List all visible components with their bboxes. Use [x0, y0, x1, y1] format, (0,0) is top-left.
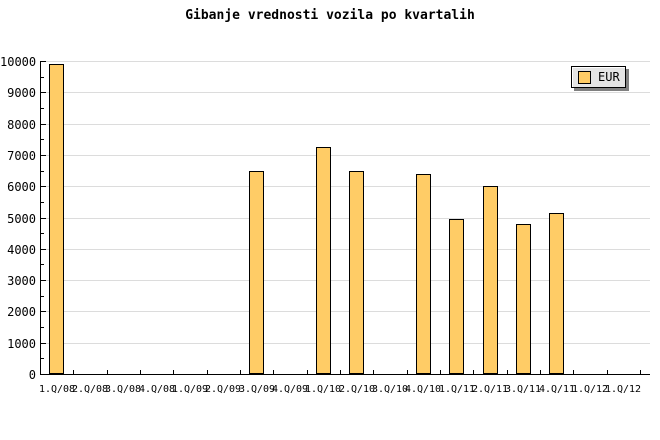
- x-tick-label: 4.Q/09: [271, 384, 309, 395]
- x-tick-label: 3.Q/11: [504, 384, 542, 395]
- x-tick: [140, 370, 141, 374]
- x-tick-label: 3.Q/10: [371, 384, 409, 395]
- bar: [549, 213, 564, 374]
- y-major-tick: [41, 218, 46, 219]
- x-tick-label: 1.Q/11: [438, 384, 476, 395]
- gridline: [41, 249, 650, 250]
- bar: [49, 64, 64, 374]
- y-tick-label: 9000: [7, 86, 36, 100]
- y-major-tick: [41, 155, 46, 156]
- x-tick: [607, 370, 608, 374]
- gridline: [41, 92, 650, 93]
- gridline: [41, 61, 650, 62]
- x-tick-label: 4.Q/10: [404, 384, 442, 395]
- y-tick-label: 10000: [0, 55, 37, 69]
- x-tick: [373, 370, 374, 374]
- y-tick-label: 8000: [7, 118, 36, 132]
- legend-box: EUR: [571, 66, 626, 88]
- x-axis: [40, 374, 650, 375]
- y-minor-tick: [41, 108, 44, 109]
- gridline: [41, 280, 650, 281]
- x-tick-label: 1.Q/10: [304, 384, 342, 395]
- x-tick: [640, 370, 641, 374]
- x-tick: [273, 370, 274, 374]
- y-major-tick: [41, 61, 46, 62]
- y-tick-label: 0: [28, 368, 36, 382]
- x-tick: [540, 370, 541, 374]
- x-tick: [307, 370, 308, 374]
- x-tick: [473, 370, 474, 374]
- y-major-tick: [41, 186, 46, 187]
- x-tick: [207, 370, 208, 374]
- chart-title: Gibanje vrednosti vozila po kvartalih: [185, 8, 475, 23]
- x-tick: [507, 370, 508, 374]
- x-tick-label: 4.Q/08: [138, 384, 176, 395]
- y-minor-tick: [41, 171, 44, 172]
- x-tick: [40, 370, 41, 374]
- x-tick: [340, 370, 341, 374]
- y-tick-label: 7000: [7, 149, 36, 163]
- y-tick-label: 2000: [7, 305, 36, 319]
- x-tick-label: 1.Q/09: [171, 384, 209, 395]
- gridline: [41, 186, 650, 187]
- y-major-tick: [41, 249, 46, 250]
- bar: [516, 224, 531, 374]
- bar: [316, 147, 331, 374]
- y-minor-tick: [41, 139, 44, 140]
- x-tick: [573, 370, 574, 374]
- y-minor-tick: [41, 233, 44, 234]
- y-axis: [40, 61, 41, 375]
- bar: [349, 171, 364, 374]
- x-tick: [107, 370, 108, 374]
- gridline: [41, 218, 650, 219]
- y-minor-tick: [41, 264, 44, 265]
- y-minor-tick: [41, 327, 44, 328]
- y-major-tick: [41, 311, 46, 312]
- y-tick-label: 4000: [7, 243, 36, 257]
- bar: [249, 171, 264, 374]
- y-major-tick: [41, 343, 46, 344]
- x-tick: [240, 370, 241, 374]
- y-minor-tick: [41, 202, 44, 203]
- gridline: [41, 155, 650, 156]
- y-minor-tick: [41, 77, 44, 78]
- x-tick-label: 2.Q/09: [204, 384, 242, 395]
- legend-swatch-eur: [578, 70, 591, 84]
- x-tick-label: 3.Q/09: [238, 384, 276, 395]
- y-major-tick: [41, 374, 46, 375]
- x-tick: [173, 370, 174, 374]
- bar: [449, 219, 464, 374]
- x-tick: [73, 370, 74, 374]
- y-tick-label: 3000: [7, 274, 36, 288]
- x-tick-label: 1.Q/12: [571, 384, 609, 395]
- x-tick-label: 2.Q/10: [338, 384, 376, 395]
- y-major-tick: [41, 124, 46, 125]
- bar: [483, 186, 498, 374]
- x-tick-label: 2.Q/08: [71, 384, 109, 395]
- y-major-tick: [41, 92, 46, 93]
- y-tick-label: 6000: [7, 180, 36, 194]
- gridline: [41, 311, 650, 312]
- y-major-tick: [41, 280, 46, 281]
- x-tick-label: 1.Q/12: [604, 384, 642, 395]
- legend-label: EUR: [598, 70, 620, 84]
- x-tick-label: 2.Q/11: [471, 384, 509, 395]
- y-minor-tick: [41, 296, 44, 297]
- x-tick: [407, 370, 408, 374]
- gridline: [41, 124, 650, 125]
- x-tick-label: 3.Q/08: [104, 384, 142, 395]
- y-tick-label: 1000: [7, 337, 36, 351]
- x-tick: [440, 370, 441, 374]
- y-minor-tick: [41, 358, 44, 359]
- y-tick-label: 5000: [7, 212, 36, 226]
- bar: [416, 174, 431, 374]
- x-tick-label: 4.Q/11: [538, 384, 576, 395]
- gridline: [41, 343, 650, 344]
- x-tick-label: 1.Q/08: [38, 384, 76, 395]
